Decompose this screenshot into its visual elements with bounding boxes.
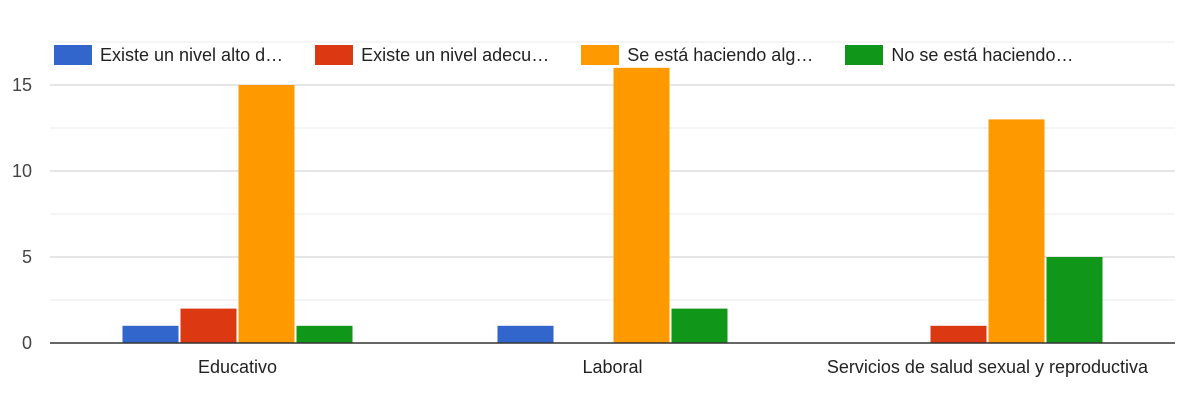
legend-item[interactable]: Existe un nivel adecu… [315, 45, 549, 66]
bar [930, 325, 987, 343]
legend-item[interactable]: Se está haciendo alg… [581, 45, 813, 66]
bars [50, 67, 1175, 344]
legend-swatch [845, 45, 884, 65]
bar [180, 308, 237, 343]
legend-label: Existe un nivel alto d… [100, 44, 284, 65]
legend-swatch [54, 45, 92, 65]
gridlines [50, 41, 1175, 301]
legend-swatch [581, 45, 620, 65]
x-category-label: Laboral [582, 357, 642, 377]
bar [497, 325, 554, 343]
bar [988, 119, 1045, 344]
legend-item[interactable]: No se está haciendo… [845, 45, 1073, 66]
legend-item[interactable]: Existe un nivel alto d… [54, 45, 283, 66]
bar [613, 67, 670, 344]
legend-swatch [315, 45, 354, 65]
legend-label: Existe un nivel adecu… [361, 44, 550, 65]
legend: Existe un nivel alto d… Existe un nivel … [54, 42, 1105, 68]
y-tick-label: 5 [22, 247, 32, 267]
bar [238, 85, 295, 343]
bar [1046, 257, 1103, 343]
x-category-label: Educativo [198, 357, 277, 377]
bar [296, 325, 353, 343]
x-category-label: Servicios de salud sexual y reproductiva [827, 357, 1149, 377]
y-tick-label: 10 [12, 161, 32, 181]
legend-label: No se está haciendo… [891, 44, 1074, 65]
bar [122, 325, 179, 343]
bar [671, 308, 728, 343]
x-axis-categories: Educativo Laboral Servicios de salud sexua… [198, 357, 1149, 377]
y-axis-ticks: 0 5 10 15 [12, 75, 32, 353]
legend-label: Se está haciendo alg… [627, 44, 814, 65]
y-tick-label: 0 [22, 333, 32, 353]
y-tick-label: 15 [12, 75, 32, 95]
